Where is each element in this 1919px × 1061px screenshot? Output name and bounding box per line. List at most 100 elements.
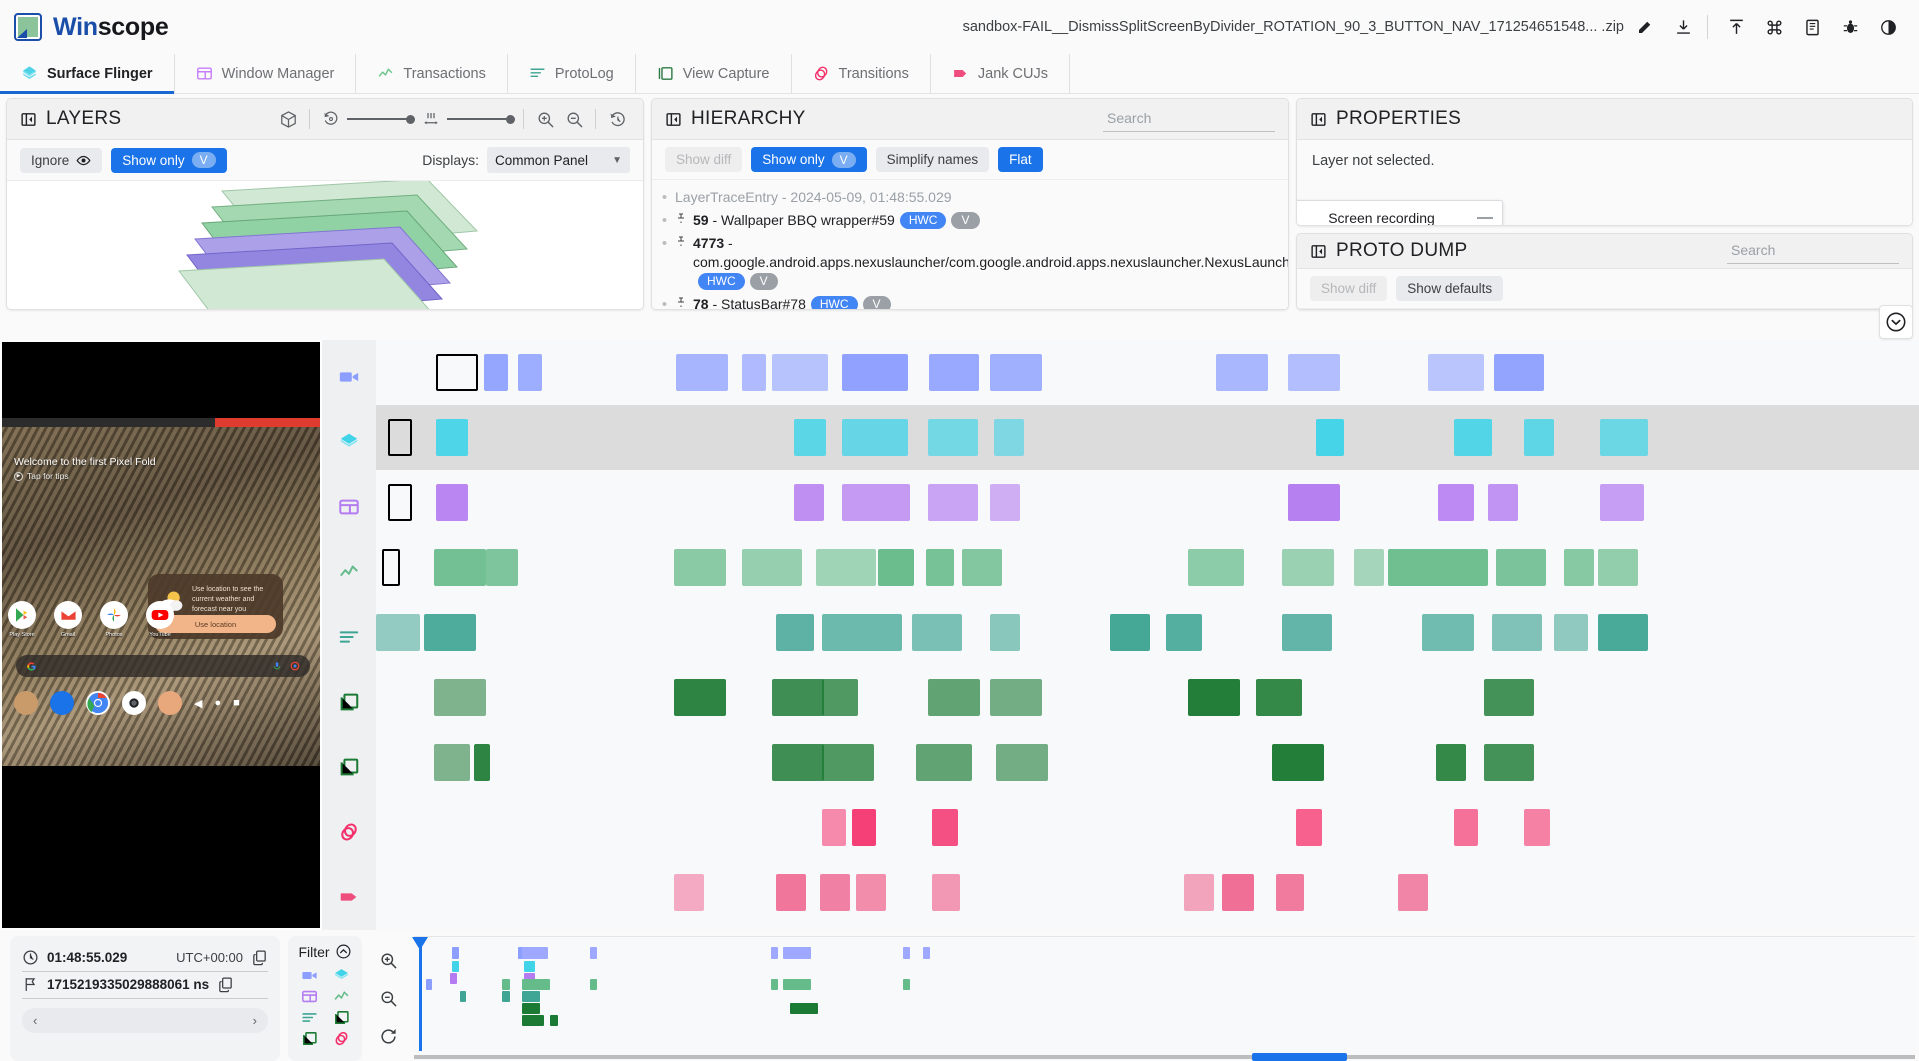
zoom-out-icon[interactable]: [561, 106, 587, 132]
window-manager-icon[interactable]: [301, 988, 318, 1005]
messages-icon[interactable]: [50, 691, 74, 715]
tab-window-manager[interactable]: Window Manager: [175, 54, 357, 93]
zoom-in-icon[interactable]: [532, 106, 558, 132]
surface-flinger-icon[interactable]: [333, 967, 350, 984]
timeline-block[interactable]: [856, 874, 886, 911]
pin-icon[interactable]: [675, 295, 687, 309]
timeline-block[interactable]: [742, 354, 766, 391]
timeline-block[interactable]: [1598, 614, 1648, 651]
timeline-block[interactable]: [1288, 484, 1340, 521]
timeline-block[interactable]: [794, 484, 824, 521]
timeline-block[interactable]: [1600, 419, 1648, 456]
timeline-block[interactable]: [1484, 744, 1534, 781]
pin-icon[interactable]: [675, 234, 687, 249]
use-location-button[interactable]: Use location: [155, 615, 276, 633]
transactions-icon[interactable]: [333, 988, 350, 1005]
timeline-block[interactable]: [674, 679, 726, 716]
simplify-names-button[interactable]: Simplify names: [875, 147, 990, 172]
dark-mode-icon[interactable]: [1871, 10, 1905, 44]
minimize-icon[interactable]: [1477, 216, 1493, 219]
timeline-block[interactable]: [388, 419, 412, 456]
timeline-block[interactable]: [842, 419, 908, 456]
mini-timeline-scrollbar[interactable]: [414, 1053, 1915, 1061]
timeline-block[interactable]: [1166, 614, 1202, 651]
zoom-out-icon[interactable]: [379, 989, 398, 1008]
timeline-block[interactable]: [1484, 679, 1534, 716]
timeline-block[interactable]: [928, 679, 980, 716]
timeline-block[interactable]: [878, 549, 914, 586]
surface-flinger-icon[interactable]: [322, 409, 376, 474]
protolog-icon[interactable]: [322, 604, 376, 669]
camera-icon[interactable]: [122, 691, 146, 715]
app-play-store[interactable]: Play Store: [8, 601, 36, 638]
home-button[interactable]: ●: [214, 697, 222, 709]
track-row[interactable]: [376, 665, 1919, 730]
timeline-block[interactable]: [912, 614, 962, 651]
tab-view-capture[interactable]: View Capture: [636, 54, 792, 93]
spacing-slider-knob[interactable]: [506, 114, 515, 124]
chrome-icon[interactable]: [86, 691, 110, 715]
collapse-panel-icon[interactable]: [1310, 243, 1327, 260]
tree-node[interactable]: • 4773 - com.google.android.apps.nexusla…: [660, 232, 1288, 293]
timeline-block[interactable]: [1600, 484, 1644, 521]
timeline-block[interactable]: [1564, 549, 1594, 586]
timeline-block[interactable]: [822, 614, 902, 651]
tab-surface-flinger[interactable]: Surface Flinger: [0, 54, 175, 94]
rotation-3d-icon[interactable]: [275, 106, 301, 132]
filter-header[interactable]: Filter: [298, 943, 351, 960]
show-only-visible-button[interactable]: Show only V: [751, 147, 867, 172]
timeline-block[interactable]: [990, 484, 1020, 521]
transitions-icon[interactable]: [333, 1030, 350, 1047]
timeline-block[interactable]: [932, 874, 960, 911]
tab-transitions[interactable]: Transitions: [792, 54, 931, 93]
hierarchy-tree[interactable]: • LayerTraceEntry - 2024-05-09, 01:48:55…: [652, 180, 1288, 309]
proto-dump-search-input[interactable]: [1729, 240, 1897, 259]
report-bug-icon[interactable]: [1833, 10, 1867, 44]
track-row[interactable]: [376, 730, 1919, 795]
timeline-block[interactable]: [1422, 614, 1474, 651]
timeline-block[interactable]: [916, 744, 972, 781]
protolog-icon[interactable]: [301, 1009, 318, 1026]
upload-icon[interactable]: [1719, 10, 1753, 44]
rotation-slider-knob[interactable]: [406, 114, 415, 124]
timeline-block[interactable]: [842, 354, 908, 391]
track-row[interactable]: [376, 470, 1919, 535]
timeline-block[interactable]: [1492, 614, 1542, 651]
tree-node-root[interactable]: • LayerTraceEntry - 2024-05-09, 01:48:55…: [660, 186, 1284, 209]
back-button[interactable]: ◀: [194, 697, 203, 710]
track-row[interactable]: [376, 860, 1919, 925]
timeline-block[interactable]: [1296, 809, 1322, 846]
timeline-block[interactable]: [1188, 549, 1244, 586]
timeline-block[interactable]: [1276, 874, 1304, 911]
timeline-block[interactable]: [772, 679, 824, 716]
timeline-block[interactable]: [434, 679, 486, 716]
app-youtube[interactable]: YouTube: [146, 601, 174, 638]
timeline-block[interactable]: [1524, 809, 1550, 846]
timeline-block[interactable]: [962, 549, 1002, 586]
spacing-slider[interactable]: [447, 114, 515, 124]
shortcuts-icon[interactable]: [1757, 10, 1791, 44]
copy-time-icon[interactable]: [251, 949, 268, 966]
timeline-block[interactable]: [1388, 549, 1488, 586]
rotation-slider[interactable]: [347, 114, 415, 124]
tab-protolog[interactable]: ProtoLog: [508, 54, 636, 93]
timeline-block[interactable]: [742, 549, 802, 586]
reset-zoom-icon[interactable]: [379, 1027, 398, 1046]
timeline-block[interactable]: [772, 354, 828, 391]
timeline-block[interactable]: [486, 549, 518, 586]
documentation-icon[interactable]: [1795, 10, 1829, 44]
pin-icon[interactable]: [675, 211, 687, 226]
timeline-block[interactable]: [776, 614, 814, 651]
tab-jank-cujs[interactable]: Jank CUJs: [931, 54, 1070, 93]
google-search-bar[interactable]: [16, 655, 310, 677]
timeline-block[interactable]: [474, 744, 490, 781]
timeline-block[interactable]: [484, 354, 508, 391]
view-capture-2-icon[interactable]: [322, 734, 376, 799]
timeline-block[interactable]: [816, 549, 876, 586]
timeline-block[interactable]: [1188, 679, 1240, 716]
collapse-panel-icon[interactable]: [1310, 111, 1327, 128]
timeline-block[interactable]: [1488, 484, 1518, 521]
timeline-block[interactable]: [1222, 874, 1254, 911]
timeline-block[interactable]: [990, 614, 1020, 651]
edit-filename-icon[interactable]: [1628, 10, 1662, 44]
